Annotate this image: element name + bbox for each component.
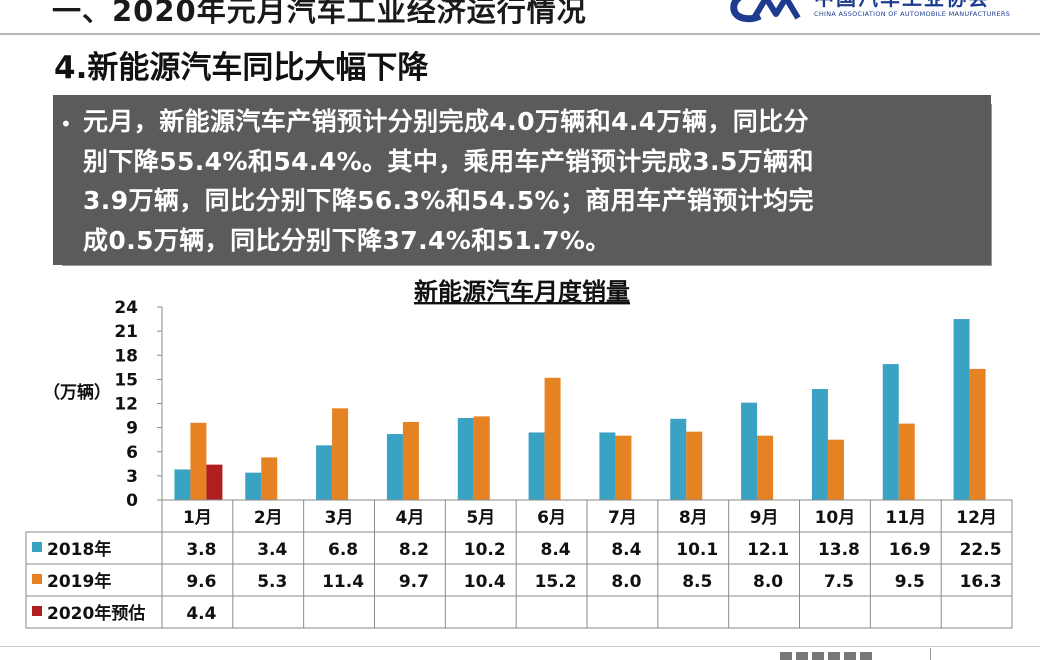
legend-swatch [32,574,42,584]
y-tick-label: 21 [114,322,138,342]
bar [473,416,490,500]
data-value-label: 8.4 [541,540,571,560]
footer-rule [0,646,1040,647]
header-rule [0,33,1040,35]
category-label: 5月 [466,508,495,528]
bar [245,472,262,500]
y-tick-label: 12 [114,395,138,415]
bar [402,421,419,500]
bar [599,432,616,500]
y-tick-label: 9 [126,419,138,439]
monthly-sales-chart: 新能源汽车月度销量 0 3 6 9 12 15 18 21 24 （万辆） 1月 2月 3月 4月 5月 6月 7… [25,278,1013,629]
y-tick-label: 15 [114,370,138,390]
legend-swatch [32,542,42,552]
legend-series-name: 2019年 [47,571,111,592]
data-value-label: 4.4 [186,604,216,624]
bar [757,435,774,500]
data-value-label: 16.9 [889,540,931,560]
bar [811,389,828,500]
bar [457,417,474,500]
summary-text: 元月，新能源汽车产销预计分别完成4.0万辆和4.4万辆，同比分 别下降55.4%… [83,102,987,260]
summary-line: 3.9万辆，同比分别下降56.3%和54.5%；商用车产销预计均完 [83,186,814,216]
bar [898,423,915,500]
data-value-label: 9.5 [895,572,925,592]
bar [261,457,278,500]
bar [969,368,986,500]
logo-chinese-name: 中国汽车工业协会 [814,0,990,11]
category-label: 1月 [183,508,212,528]
data-value-label: 15.2 [535,572,577,592]
category-label: 10月 [815,508,856,528]
data-value-label: 10.4 [464,572,506,592]
data-value-label: 6.8 [328,540,358,560]
data-value-label: 13.8 [818,540,860,560]
category-label: 8月 [679,508,708,528]
summary-box [53,95,991,265]
data-value-label: 8.0 [753,572,783,592]
summary-line: 别下降55.4%和54.4%。其中，乘用车产销预计完成3.5万辆和 [83,146,814,176]
bar [615,435,632,500]
bar [953,319,970,500]
section-title: 一、2020年元月汽车工业经济运行情况 [52,0,587,28]
data-value-label: 8.4 [611,540,641,560]
data-value-label: 8.2 [399,540,429,560]
summary-line: 成0.5万辆，同比分别下降37.4%和51.7%。 [83,225,611,255]
y-tick-label: 0 [126,491,138,511]
summary-line: 元月，新能源汽车产销预计分别完成4.0万辆和4.4万辆，同比分 [83,107,809,136]
footer-source-text-fragment [780,652,872,660]
data-value-label: 7.5 [824,572,854,592]
caam-logo-mark-icon [730,0,801,23]
bar [316,445,333,500]
data-value-label: 16.3 [960,572,1002,592]
logo-english-name: CHINA ASSOCIATION OF AUTOMOBILE MANUFACT… [814,10,1011,18]
data-value-label: 22.5 [960,540,1002,560]
y-tick-label: 3 [126,467,138,487]
data-value-label: 8.0 [611,572,641,592]
data-value-label: 3.4 [257,540,287,560]
category-label: 9月 [750,508,779,528]
legend-series-name: 2020年预估 [47,603,145,624]
bar [670,418,687,500]
bar [827,439,844,500]
bar [528,432,545,500]
category-label: 12月 [956,508,997,528]
chart-title: 新能源汽车月度销量 [414,278,630,306]
bar [544,377,561,500]
caam-logo: 中国汽车工业协会 CHINA ASSOCIATION OF AUTOMOBILE… [728,0,1028,30]
data-value-label: 10.2 [464,540,506,560]
data-value-label: 11.4 [322,572,364,592]
legend-series-name: 2018年 [47,539,111,560]
slide-header: 一、2020年元月汽车工业经济运行情况 中国汽车工业协会 CHINA ASSOC… [0,0,1040,35]
summary-bullet: • [60,112,72,136]
y-tick-label: 24 [114,298,138,318]
bar [332,408,349,500]
category-label: 7月 [608,508,637,528]
category-label: 11月 [885,508,926,528]
category-label: 6月 [537,508,566,528]
y-tick-label: 18 [114,346,138,366]
footer-divider [930,648,931,660]
y-tick-label: 6 [126,443,138,463]
bar [741,402,758,500]
category-label: 2月 [254,508,283,528]
slide-subtitle: 4.新能源汽车同比大幅下降 [54,50,429,86]
data-value-label: 8.5 [682,572,712,592]
data-value-label: 5.3 [257,572,287,592]
data-value-label: 12.1 [747,540,789,560]
data-value-label: 3.8 [186,540,216,560]
category-label: 3月 [325,508,354,528]
data-value-label: 9.6 [186,572,216,592]
bar [206,464,223,500]
bar [174,469,191,500]
bar [190,422,207,500]
category-label: 4月 [395,508,424,528]
bar [386,434,403,500]
bar [686,431,703,500]
legend-swatch [32,606,42,616]
bar [882,364,899,500]
y-axis-label: （万辆） [43,382,111,403]
data-value-label: 10.1 [676,540,718,560]
table-body [25,531,1013,629]
data-value-label: 9.7 [399,572,429,592]
